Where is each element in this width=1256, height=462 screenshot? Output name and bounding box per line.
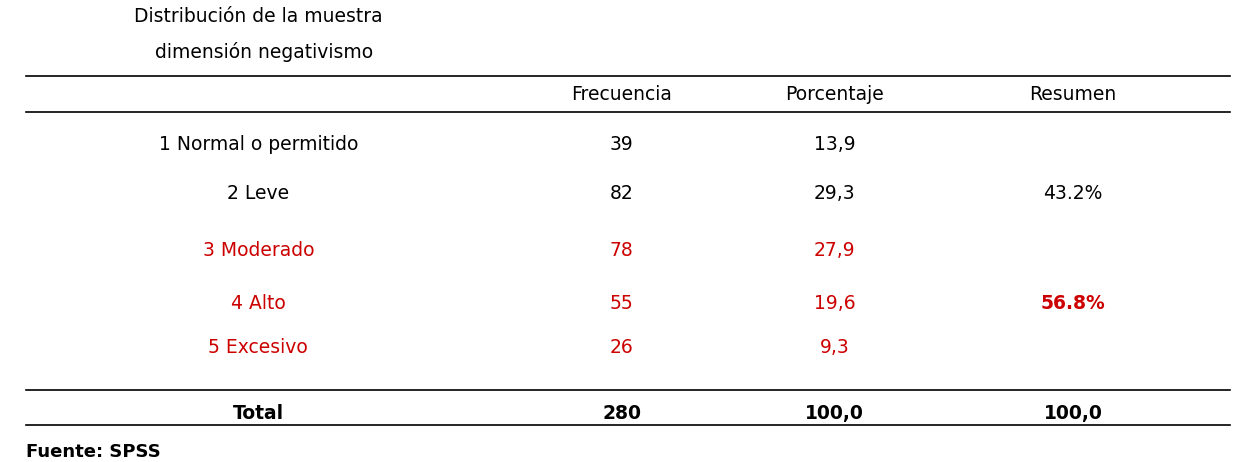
Text: 100,0: 100,0 — [805, 404, 864, 424]
Text: 13,9: 13,9 — [814, 135, 855, 154]
Text: 280: 280 — [602, 404, 642, 424]
Text: 1 Normal o permitido: 1 Normal o permitido — [158, 135, 358, 154]
Text: 56.8%: 56.8% — [1040, 294, 1105, 313]
Text: 2 Leve: 2 Leve — [227, 184, 289, 203]
Text: 82: 82 — [610, 184, 633, 203]
Text: 26: 26 — [610, 338, 633, 357]
Text: 9,3: 9,3 — [820, 338, 849, 357]
Text: 43.2%: 43.2% — [1044, 184, 1103, 203]
Text: 3 Moderado: 3 Moderado — [202, 241, 314, 260]
Text: dimensión negativismo: dimensión negativismo — [143, 42, 373, 62]
Text: 78: 78 — [610, 241, 633, 260]
Text: Porcentaje: Porcentaje — [785, 85, 884, 103]
Text: 5 Excesivo: 5 Excesivo — [208, 338, 308, 357]
Text: 100,0: 100,0 — [1044, 404, 1103, 424]
Text: Total: Total — [232, 404, 284, 424]
Text: Fuente: SPSS: Fuente: SPSS — [26, 443, 161, 461]
Text: 19,6: 19,6 — [814, 294, 855, 313]
Text: Resumen: Resumen — [1029, 85, 1117, 103]
Text: Frecuencia: Frecuencia — [571, 85, 672, 103]
Text: Distribución de la muestra: Distribución de la muestra — [134, 7, 383, 26]
Text: 55: 55 — [610, 294, 633, 313]
Text: 29,3: 29,3 — [814, 184, 855, 203]
Text: 39: 39 — [610, 135, 633, 154]
Text: 27,9: 27,9 — [814, 241, 855, 260]
Text: 4 Alto: 4 Alto — [231, 294, 285, 313]
